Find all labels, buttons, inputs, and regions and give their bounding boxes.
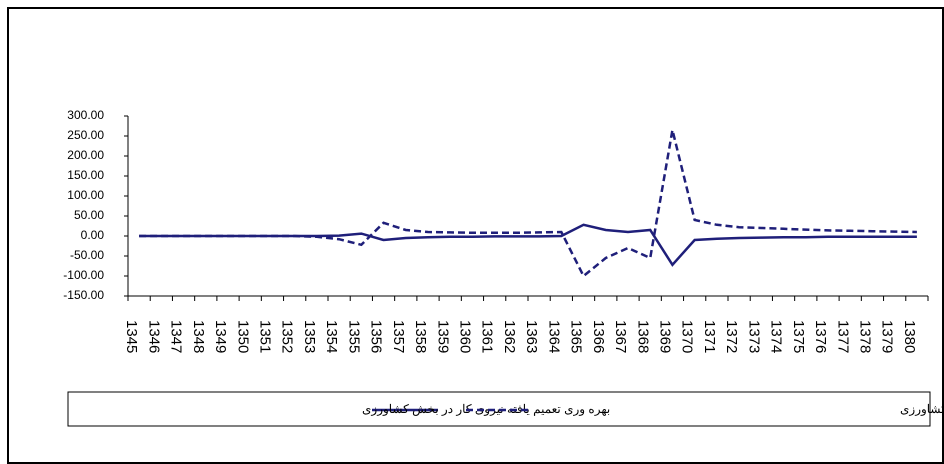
x-tick-label: 1348: [190, 320, 207, 353]
x-tick-label: 1354: [323, 320, 340, 353]
x-tick-label: 1364: [545, 320, 562, 353]
y-tick-label: -50.00: [70, 248, 104, 262]
x-tick-label: 1359: [434, 320, 451, 353]
x-tick-label: 1350: [234, 320, 251, 353]
y-tick-label: 250.00: [67, 128, 104, 142]
y-tick-label: -100.00: [63, 268, 104, 282]
legend-label: بهره وری تعمیم یافته نیروی کار در بخش کش…: [362, 402, 610, 416]
x-tick-label: 1368: [634, 320, 651, 353]
x-tick-label: 1353: [301, 320, 318, 353]
x-tick-label: 1376: [812, 320, 829, 353]
y-tick-label: 50.00: [74, 208, 104, 222]
x-tick-label: 1347: [168, 320, 185, 353]
y-tick-label: 200.00: [67, 148, 104, 162]
x-tick-label: 1371: [701, 320, 718, 353]
x-tick-label: 1356: [368, 320, 385, 353]
y-tick-label: 0.00: [81, 228, 105, 242]
x-tick-label: 1366: [590, 320, 607, 353]
y-tick-label: 300.00: [67, 108, 104, 122]
x-tick-label: 1357: [390, 320, 407, 353]
x-tick-label: 1380: [901, 320, 918, 353]
x-tick-label: 1363: [523, 320, 540, 353]
x-tick-label: 1378: [856, 320, 873, 353]
x-tick-label: 1369: [656, 320, 673, 353]
x-tick-label: 1360: [456, 320, 473, 353]
series-line: [139, 223, 917, 267]
x-tick-label: 1375: [790, 320, 807, 353]
x-tick-label: 1379: [879, 320, 896, 353]
x-tick-label: 1355: [345, 320, 362, 353]
x-tick-label: 1352: [279, 320, 296, 353]
legend-label: بهره وری تعمیم یافته سرمایه در بخش کشاور…: [900, 402, 944, 416]
x-tick-label: 1374: [768, 320, 785, 353]
y-tick-label: -150.00: [63, 288, 104, 302]
x-tick-label: 1358: [412, 320, 429, 353]
x-tick-label: 1365: [568, 320, 585, 353]
x-tick-label: 1373: [745, 320, 762, 353]
x-tick-label: 1370: [679, 320, 696, 353]
x-tick-label: 1345: [123, 320, 140, 353]
x-tick-label: 1361: [479, 320, 496, 353]
series-line: [139, 129, 917, 278]
x-tick-label: 1349: [212, 320, 229, 353]
x-tick-label: 1346: [145, 320, 162, 353]
x-tick-label: 1372: [723, 320, 740, 353]
x-tick-label: 1377: [834, 320, 851, 353]
y-tick-label: 150.00: [67, 168, 104, 182]
x-tick-label: 1351: [256, 320, 273, 353]
x-tick-label: 1362: [501, 320, 518, 353]
y-tick-label: 100.00: [67, 188, 104, 202]
x-tick-label: 1367: [612, 320, 629, 353]
